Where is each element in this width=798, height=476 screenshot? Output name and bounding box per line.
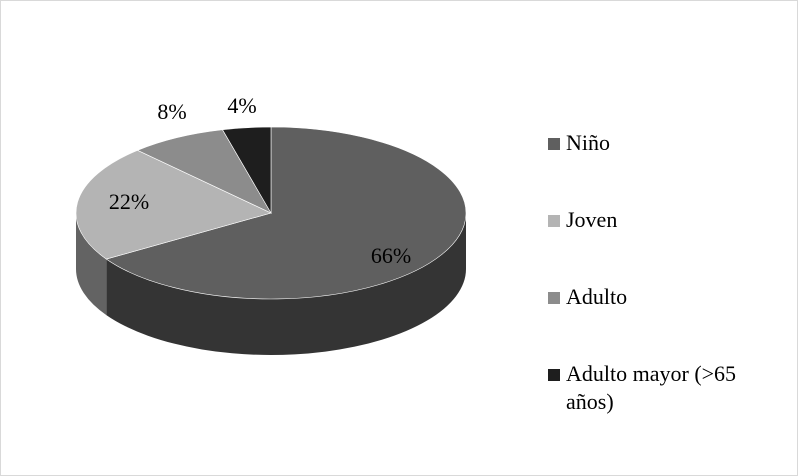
legend-label: Joven [566, 207, 618, 232]
legend-label: Adulto mayor (>65 años) [566, 361, 737, 414]
legend-label: Niño [566, 130, 610, 155]
pie-slice-joven [75, 149, 272, 260]
legend-label: Adulto [566, 284, 628, 309]
legend-swatch [548, 215, 560, 227]
pie-tops [75, 126, 467, 300]
legend-item-nino: Niño [548, 129, 788, 157]
legend-swatch [548, 292, 560, 304]
pie-data-labels: 66% 22% 8% 4% [109, 93, 411, 268]
legend-swatch [548, 369, 560, 381]
pie-slice-adulto-mayor-65-anos [222, 126, 272, 215]
legend-item-joven: Joven [548, 206, 788, 234]
pie-side-nino [106, 213, 467, 355]
pie-side-joven [76, 213, 107, 316]
legend-item-adulto-mayor-65-anos: Adulto mayor (>65 años) [548, 360, 788, 416]
data-label-adulto-mayor-65-anos: 4% [227, 93, 256, 118]
data-label-nino: 66% [371, 243, 411, 268]
pie-slice-adulto [136, 129, 272, 214]
legend-swatch [548, 138, 560, 150]
pie-slice-nino [105, 126, 467, 300]
data-label-adulto: 8% [157, 99, 186, 124]
legend-item-adulto: Adulto [548, 283, 788, 311]
pie-sides [76, 213, 467, 355]
data-label-joven: 22% [109, 189, 149, 214]
